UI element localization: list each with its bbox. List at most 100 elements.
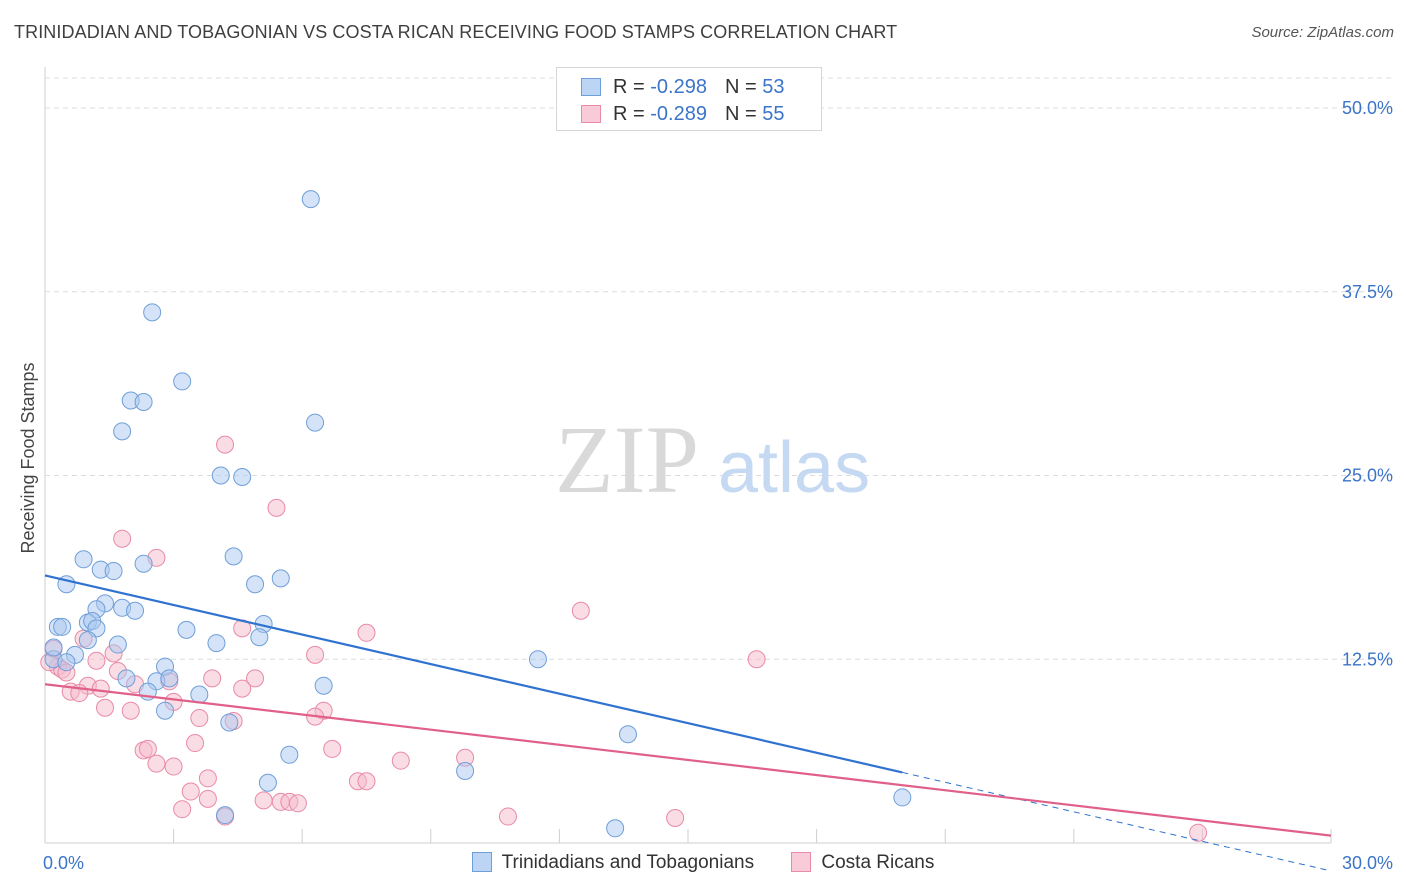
watermark-zip: ZIP xyxy=(555,406,699,513)
point-costa-rican xyxy=(121,701,140,720)
point-costa-rican xyxy=(391,751,410,770)
point-trinidadian xyxy=(606,819,625,838)
trendline-trinidadians-extension xyxy=(902,771,1332,872)
legend-r-value: -0.289 xyxy=(650,103,707,125)
point-trinidadian xyxy=(177,620,196,639)
point-trinidadian xyxy=(207,634,226,653)
point-costa-rican xyxy=(216,435,235,454)
point-trinidadian xyxy=(280,745,299,764)
point-costa-rican xyxy=(323,739,342,758)
point-trinidadian xyxy=(618,725,637,744)
point-costa-rican xyxy=(357,623,376,642)
point-trinidadian xyxy=(113,422,132,441)
y-tick-label: 37.5% xyxy=(1342,282,1393,302)
point-costa-rican xyxy=(96,698,115,717)
point-costa-rican xyxy=(87,651,106,670)
legend-r-label: R = xyxy=(613,103,651,125)
point-trinidadian xyxy=(258,773,277,792)
legend-n-value: 55 xyxy=(762,103,785,125)
point-costa-rican xyxy=(1189,823,1208,842)
point-costa-rican xyxy=(267,498,286,517)
point-costa-rican xyxy=(498,807,517,826)
point-trinidadian xyxy=(220,713,239,732)
point-trinidadian xyxy=(314,676,333,695)
point-costa-rican xyxy=(147,754,166,773)
source-label: Source: ZipAtlas.com xyxy=(1251,24,1394,41)
point-costa-rican xyxy=(138,739,157,758)
point-trinidadian xyxy=(211,466,230,485)
point-costa-rican xyxy=(357,772,376,791)
point-trinidadian xyxy=(117,669,136,688)
point-costa-rican xyxy=(571,601,590,620)
legend-swatch-pink xyxy=(791,852,812,872)
chart-title: TRINIDADIAN AND TOBAGONIAN VS COSTA RICA… xyxy=(14,22,898,42)
point-costa-rican xyxy=(91,679,110,698)
series-trinidadians xyxy=(44,190,912,838)
point-costa-rican xyxy=(198,769,217,788)
legend-n-label: N = xyxy=(724,76,763,98)
series-legend: Trinidadians and Tobagonians Costa Rican… xyxy=(0,852,1406,874)
trendlines xyxy=(44,574,1332,872)
point-trinidadian xyxy=(893,788,912,807)
axes xyxy=(44,67,1332,844)
axis-labels: 12.5% 25.0% 37.5% 50.0% 0.0% 30.0% Receiving F… xyxy=(18,98,1393,873)
x-tick-label: 30.0% xyxy=(1342,853,1393,873)
point-costa-rican xyxy=(246,669,265,688)
point-costa-rican xyxy=(747,650,766,669)
x-tick-label: 0.0% xyxy=(43,853,84,873)
legend-n-label: N = xyxy=(724,103,763,125)
legend-r-value: -0.298 xyxy=(650,76,707,98)
point-costa-rican xyxy=(190,709,209,728)
legend-n-value: 53 xyxy=(762,76,785,98)
point-costa-rican xyxy=(288,794,307,813)
point-costa-rican xyxy=(306,645,325,664)
trendline-trinidadians xyxy=(44,574,903,774)
point-trinidadian xyxy=(134,393,153,411)
y-axis-title: Receiving Food Stamps xyxy=(18,362,38,553)
point-costa-rican xyxy=(233,679,252,698)
point-costa-rican xyxy=(186,734,205,753)
legend-row-trinidadians: R = -0.298 N = 53 xyxy=(581,76,784,100)
point-costa-rican xyxy=(181,782,200,801)
point-trinidadian xyxy=(456,761,475,780)
point-trinidadian xyxy=(246,575,265,594)
legend-r-label: R = xyxy=(613,76,651,98)
point-trinidadian xyxy=(44,638,63,657)
point-costa-rican xyxy=(164,757,183,776)
point-trinidadian xyxy=(233,467,252,486)
point-trinidadian xyxy=(104,562,123,581)
watermark-atlas: atlas xyxy=(718,428,870,508)
point-costa-rican xyxy=(666,809,685,828)
point-trinidadian xyxy=(160,669,179,688)
legend-swatch-blue xyxy=(471,852,492,872)
watermark: ZIP atlas xyxy=(555,406,870,513)
point-costa-rican xyxy=(173,800,192,819)
point-trinidadian xyxy=(57,653,76,672)
point-trinidadian xyxy=(173,372,192,391)
legend-item-trinidadians: Trinidadians and Tobagonians xyxy=(471,852,754,874)
legend-row-costa-ricans: R = -0.289 N = 55 xyxy=(581,103,784,127)
point-trinidadian xyxy=(271,569,290,588)
point-costa-rican xyxy=(198,789,217,808)
legend-swatch-blue xyxy=(581,78,601,96)
point-trinidadian xyxy=(156,701,175,720)
point-trinidadian xyxy=(74,550,93,569)
correlation-legend: R = -0.298 N = 53 R = -0.289 N = 55 xyxy=(556,67,822,131)
point-trinidadian xyxy=(190,685,209,704)
point-trinidadian xyxy=(306,413,325,432)
point-trinidadian xyxy=(126,601,145,620)
grid-lines xyxy=(45,77,1393,660)
point-trinidadian xyxy=(134,554,153,573)
point-trinidadian xyxy=(143,303,162,322)
legend-swatch-pink xyxy=(581,105,601,123)
point-costa-rican xyxy=(254,791,273,810)
point-trinidadian xyxy=(216,806,235,825)
y-tick-label: 25.0% xyxy=(1342,466,1393,486)
legend-label: Costa Ricans xyxy=(821,852,935,873)
point-costa-rican xyxy=(203,669,222,688)
point-costa-rican xyxy=(113,529,132,548)
y-tick-label: 50.0% xyxy=(1342,98,1393,118)
point-trinidadian xyxy=(528,650,547,669)
point-trinidadian xyxy=(53,617,72,636)
